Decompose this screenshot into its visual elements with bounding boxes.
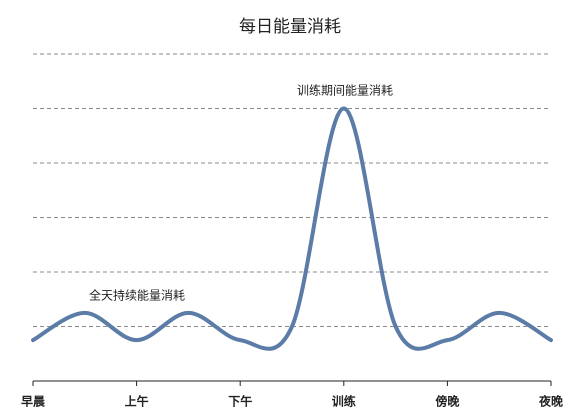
x-tick-label: 下午 (228, 394, 252, 409)
x-tick-label: 训练 (332, 394, 356, 409)
annotation: 训练期间能量消耗 (297, 83, 393, 98)
x-tick-label: 夜晚 (538, 394, 563, 409)
line (31, 106, 553, 351)
x-tick-label: 早晨 (21, 395, 46, 409)
x-tick-label: 上午 (125, 394, 149, 409)
x-tick-label: 傍晚 (435, 394, 459, 409)
annotation: 全天持续能量消耗 (89, 288, 185, 303)
chart-title: 每日能量消耗 (239, 17, 341, 37)
